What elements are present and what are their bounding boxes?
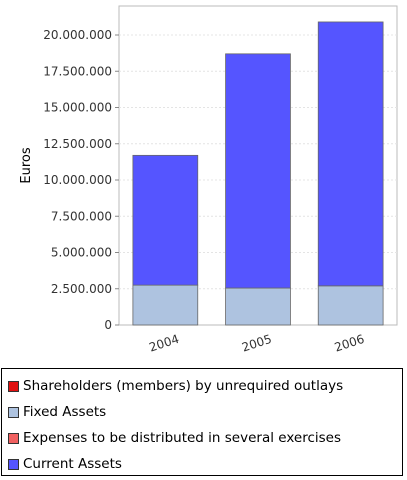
y-axis-title: Euros — [19, 147, 34, 183]
legend-label: Shareholders (members) by unrequired out… — [23, 378, 344, 394]
y-tick-label: 0 — [104, 318, 112, 332]
bar-segment — [317, 21, 384, 287]
y-tick-label: 10.000.000 — [43, 173, 112, 187]
y-axis-ticks: 0 2.500.000 5.000.000 7.500.000 10.000.000 12… — [43, 28, 119, 332]
bar-segment — [132, 284, 199, 326]
legend-swatch — [8, 458, 19, 470]
x-tick-label: 2005 — [240, 332, 273, 355]
bar-segment — [225, 53, 291, 289]
x-tick-label: 2004 — [147, 332, 180, 355]
y-tick-label: 15.000.000 — [43, 101, 112, 115]
y-tick-label: 12.500.000 — [43, 137, 112, 151]
legend-swatch — [8, 432, 19, 444]
bar-chart: 0 2.500.000 5.000.000 7.500.000 10.000.000 12… — [19, 5, 398, 355]
x-axis-ticks: 2004 2005 2006 — [147, 332, 366, 355]
y-tick-label: 2.500.000 — [51, 282, 112, 296]
legend-item: Fixed Assets — [8, 399, 402, 425]
bars — [132, 21, 384, 326]
x-tick-label: 2006 — [333, 332, 366, 355]
y-tick-label: 20.000.000 — [43, 28, 112, 42]
bar-segment — [225, 287, 291, 326]
legend-item: Current Assets — [8, 451, 402, 477]
y-tick-label: 17.500.000 — [43, 64, 112, 78]
y-tick-label: 5.000.000 — [51, 246, 112, 260]
legend-swatch — [8, 380, 19, 392]
legend-label: Expenses to be distributed in several ex… — [23, 430, 342, 446]
legend-item: Shareholders (members) by unrequired out… — [8, 373, 402, 399]
legend-item: Expenses to be distributed in several ex… — [8, 425, 402, 451]
legend-label: Current Assets — [23, 456, 122, 472]
bar-segment — [132, 154, 199, 286]
y-tick-label: 7.500.000 — [51, 209, 112, 223]
legend: Shareholders (members) by unrequired out… — [1, 368, 403, 476]
legend-swatch — [8, 406, 19, 418]
legend-label: Fixed Assets — [23, 404, 107, 420]
bar-segment — [317, 285, 384, 326]
